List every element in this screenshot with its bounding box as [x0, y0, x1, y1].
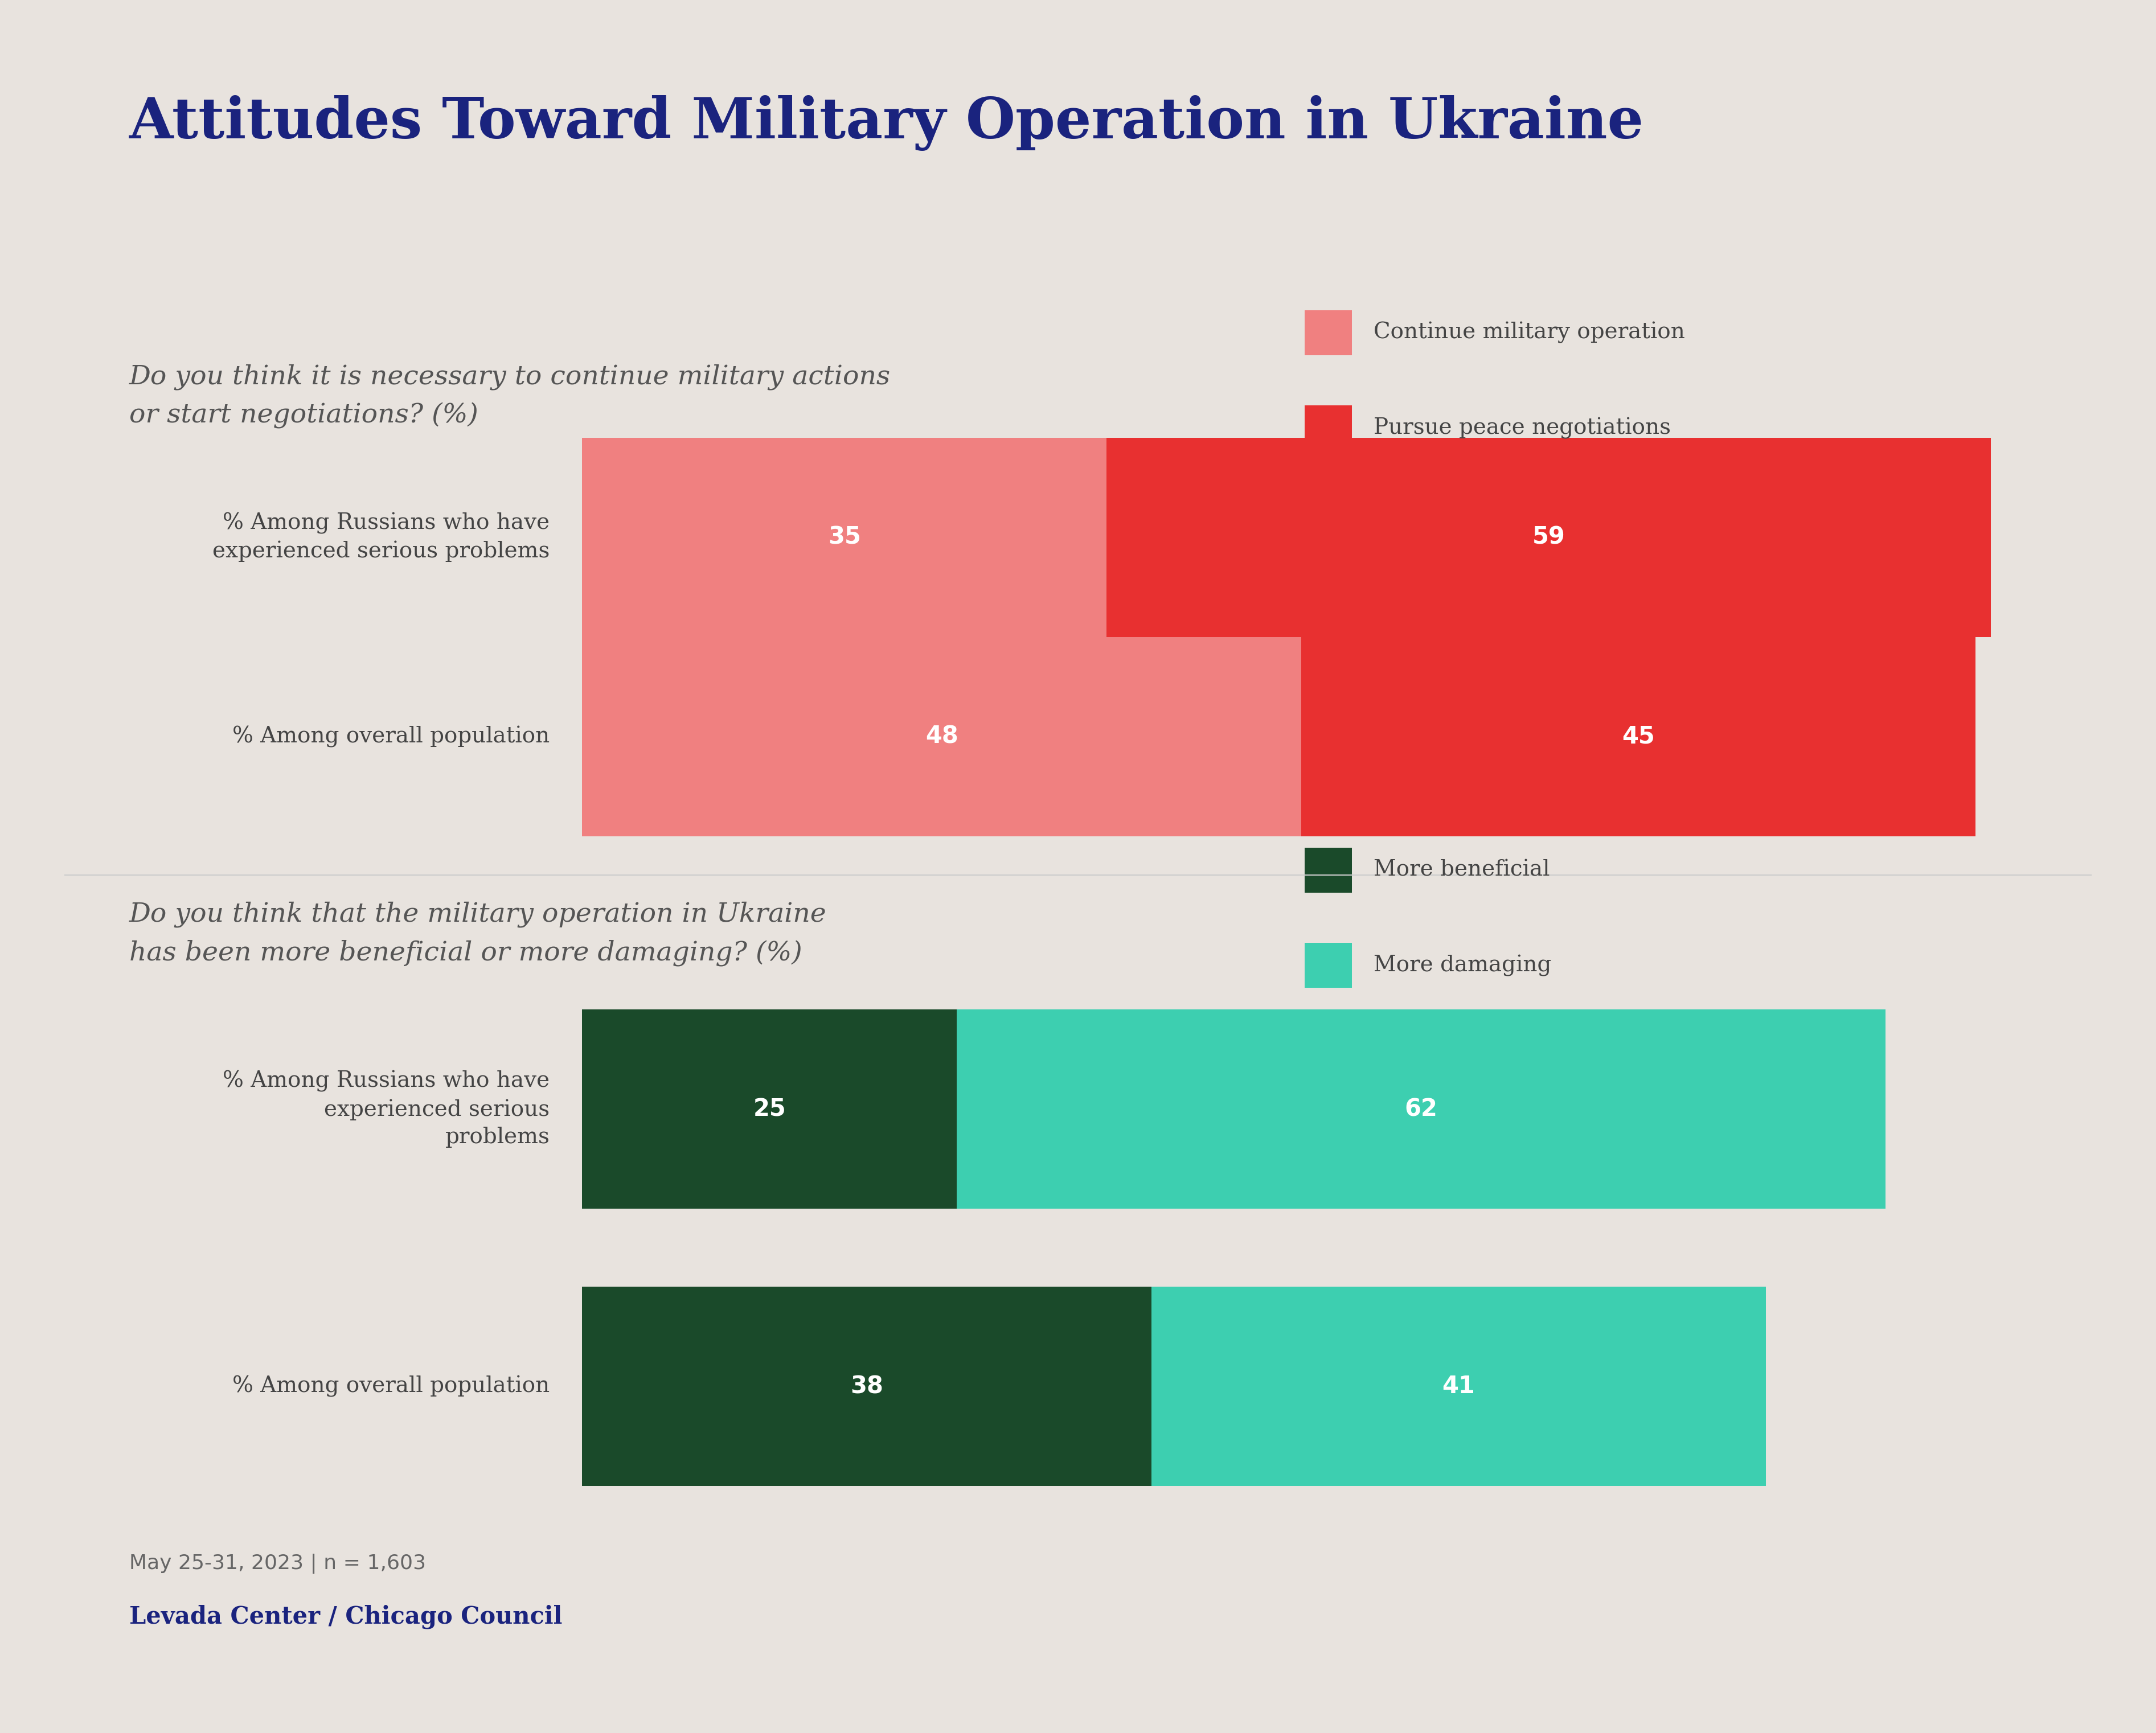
Text: 48: 48	[925, 724, 957, 749]
Text: Attitudes Toward Military Operation in Ukraine: Attitudes Toward Military Operation in U…	[129, 95, 1645, 151]
Text: 59: 59	[1533, 525, 1565, 549]
Text: % Among Russians who have
experienced serious problems: % Among Russians who have experienced se…	[213, 513, 550, 561]
Bar	[1151, 1286, 1766, 1485]
Bar	[1106, 438, 1990, 638]
Text: 41: 41	[1442, 1374, 1475, 1399]
Text: 45: 45	[1621, 724, 1656, 749]
Bar	[582, 1286, 1151, 1485]
Text: More damaging: More damaging	[1373, 955, 1552, 976]
Bar	[1304, 310, 1352, 355]
Bar	[1304, 406, 1352, 451]
Text: Do you think it is necessary to continue military actions
or start negotiations?: Do you think it is necessary to continue…	[129, 364, 890, 428]
Text: 35: 35	[828, 525, 860, 549]
Bar	[1304, 943, 1352, 988]
Text: Continue military operation: Continue military operation	[1373, 322, 1684, 343]
Text: Levada Center / Chicago Council: Levada Center / Chicago Council	[129, 1605, 563, 1629]
Bar	[582, 638, 1302, 837]
Bar	[582, 1009, 957, 1210]
Text: 25: 25	[752, 1097, 787, 1121]
Text: % Among overall population: % Among overall population	[233, 1376, 550, 1397]
Bar	[582, 438, 1106, 638]
Text: Do you think that the military operation in Ukraine
has been more beneficial or : Do you think that the military operation…	[129, 901, 826, 965]
Text: May 25-31, 2023 | n = 1,603: May 25-31, 2023 | n = 1,603	[129, 1553, 427, 1574]
Text: % Among overall population: % Among overall population	[233, 726, 550, 747]
Text: % Among Russians who have
experienced serious
problems: % Among Russians who have experienced se…	[222, 1071, 550, 1147]
Text: 38: 38	[849, 1374, 884, 1399]
Text: Pursue peace negotiations: Pursue peace negotiations	[1373, 418, 1671, 438]
Bar	[957, 1009, 1886, 1210]
Text: 62: 62	[1406, 1097, 1438, 1121]
Bar	[1304, 847, 1352, 892]
Text: More beneficial: More beneficial	[1373, 860, 1550, 880]
Bar	[1302, 638, 1975, 837]
